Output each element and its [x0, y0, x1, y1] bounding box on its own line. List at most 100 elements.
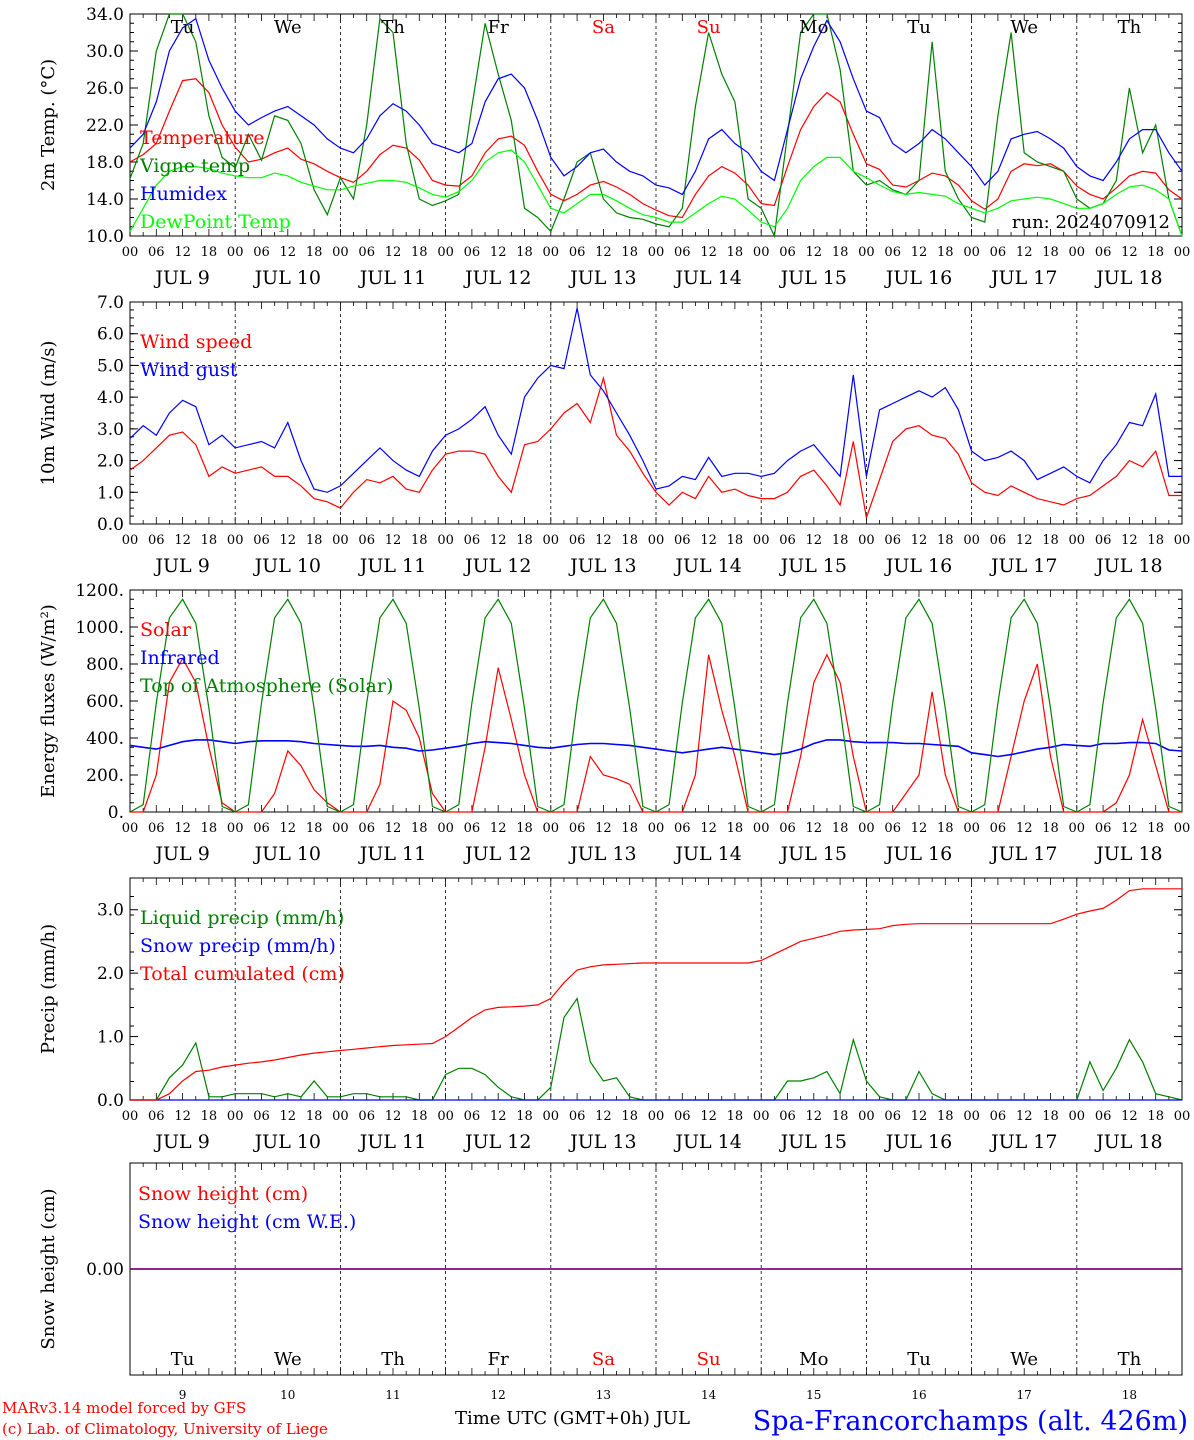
hour-tick-label: 12	[174, 533, 191, 548]
hour-tick-label: 00	[122, 1109, 139, 1124]
series-line-total-cumulated-cm-	[130, 888, 1182, 1101]
hour-tick-label: 12	[806, 821, 823, 836]
weekday-label: Su	[697, 17, 721, 38]
hour-tick-label: 12	[1121, 821, 1138, 836]
weekday-label: Mo	[799, 17, 828, 38]
hour-tick-label: 12	[911, 533, 928, 548]
legend-entry: Snow height (cm W.E.)	[138, 1211, 356, 1233]
day-number-label: 14	[701, 1388, 717, 1402]
weekday-label: Tu	[907, 17, 931, 38]
date-label: JUL 18	[1094, 555, 1162, 577]
hour-tick-label: 18	[727, 533, 744, 548]
hour-tick-label: 06	[990, 821, 1007, 836]
weekday-label: Tu	[171, 1349, 195, 1370]
day-number-label: 9	[179, 1388, 187, 1402]
panel-3: 0. 200. 400. 600. 800. 1000. 1200. Energy fluxe…	[38, 581, 1190, 865]
date-label: JUL 10	[253, 843, 321, 865]
hour-tick-label: 06	[253, 1109, 270, 1124]
y-tick-label: 5.0	[97, 356, 124, 376]
date-label: JUL 10	[253, 555, 321, 577]
hour-tick-label: 18	[1147, 821, 1164, 836]
y-axis-label: 2m Temp. (°C)	[38, 59, 59, 191]
hour-tick-label: 00	[648, 245, 665, 260]
date-label: JUL 14	[673, 843, 741, 865]
hour-tick-label: 18	[516, 245, 533, 260]
date-label: JUL 17	[989, 267, 1057, 289]
hour-tick-label: 18	[621, 245, 638, 260]
date-label: JUL 16	[884, 267, 952, 289]
hour-tick-label: 00	[332, 533, 349, 548]
y-tick-label: 1200.	[75, 581, 124, 601]
series-line-dewpoint-temp	[129, 149, 1183, 237]
date-label: JUL 13	[568, 267, 636, 289]
y-tick-label: 26.0	[86, 79, 124, 99]
hour-tick-label: 18	[306, 245, 323, 260]
hour-tick-label: 12	[700, 245, 717, 260]
series-line-vigne-temp	[129, 13, 1183, 239]
legend-entry: Total cumulated (cm)	[140, 963, 345, 985]
hour-tick-label: 00	[1174, 821, 1191, 836]
date-label: JUL 15	[779, 267, 847, 289]
hour-tick-label: 12	[700, 533, 717, 548]
hour-tick-label: 06	[674, 533, 691, 548]
hour-tick-label: 06	[1095, 245, 1112, 260]
y-tick-label: 400.	[86, 729, 124, 749]
y-axis-label: Energy fluxes (W/m²)	[38, 604, 59, 798]
day-number-label: 11	[385, 1388, 400, 1402]
hour-tick-label: 12	[490, 245, 507, 260]
hour-tick-label: 18	[832, 1109, 849, 1124]
hour-tick-label: 18	[727, 1109, 744, 1124]
date-label: JUL 9	[153, 267, 209, 289]
date-label: JUL 11	[358, 267, 426, 289]
y-tick-label: 2.0	[97, 964, 124, 984]
hour-tick-label: 00	[122, 821, 139, 836]
hour-tick-label: 18	[621, 533, 638, 548]
weekday-label: Sa	[592, 17, 615, 38]
hour-tick-label: 12	[385, 533, 402, 548]
hour-tick-label: 06	[464, 821, 481, 836]
hour-tick-label: 00	[437, 245, 454, 260]
hour-tick-label: 18	[411, 245, 428, 260]
hour-tick-label: 00	[963, 1109, 980, 1124]
series-line-infrared	[129, 739, 1183, 758]
panel-2: 0.0 1.0 2.0 3.0 4.0 5.0 6.0 7.0 10m Wind (m/s) Wi…	[38, 293, 1190, 577]
hour-tick-label: 00	[963, 533, 980, 548]
panel-4: 0.0 1.0 2.0 3.0 Precip (mm/h) Liquid precip (…	[38, 877, 1190, 1153]
hour-tick-label: 18	[411, 821, 428, 836]
hour-tick-label: 06	[569, 821, 586, 836]
hour-tick-label: 18	[832, 245, 849, 260]
hour-tick-label: 18	[727, 821, 744, 836]
hour-tick-label: 18	[1042, 533, 1059, 548]
series-line-wind-speed	[129, 375, 1182, 518]
y-tick-label: 14.0	[86, 190, 124, 210]
y-tick-label: 3.0	[97, 420, 124, 440]
hour-tick-label: 18	[306, 533, 323, 548]
y-tick-label: 0.	[108, 803, 124, 823]
hour-tick-label: 06	[674, 1109, 691, 1124]
date-label: JUL 18	[1094, 1131, 1162, 1153]
hour-tick-label: 06	[674, 245, 691, 260]
hour-tick-label: 06	[148, 1109, 165, 1124]
hour-tick-label: 18	[306, 1109, 323, 1124]
day-number-label: 10	[280, 1388, 295, 1402]
hour-tick-label: 18	[201, 821, 218, 836]
hour-tick-label: 12	[911, 245, 928, 260]
hour-tick-label: 00	[1174, 245, 1191, 260]
hour-tick-label: 12	[595, 821, 612, 836]
hour-tick-label: 00	[227, 533, 244, 548]
weekday-label: Th	[381, 17, 405, 38]
date-label: JUL 15	[779, 1131, 847, 1153]
hour-tick-label: 06	[990, 1109, 1007, 1124]
hour-tick-label: 18	[832, 821, 849, 836]
date-label: JUL 10	[253, 1131, 321, 1153]
date-label: JUL 11	[358, 843, 426, 865]
hour-tick-label: 00	[227, 245, 244, 260]
date-label: JUL 12	[463, 843, 531, 865]
hour-tick-label: 06	[569, 533, 586, 548]
hour-tick-label: 00	[963, 245, 980, 260]
weekday-label: Sa	[592, 1349, 615, 1370]
legend-entry: Top of Atmosphere (Solar)	[140, 675, 393, 697]
hour-tick-label: 18	[201, 1109, 218, 1124]
day-number-label: 16	[911, 1388, 926, 1402]
